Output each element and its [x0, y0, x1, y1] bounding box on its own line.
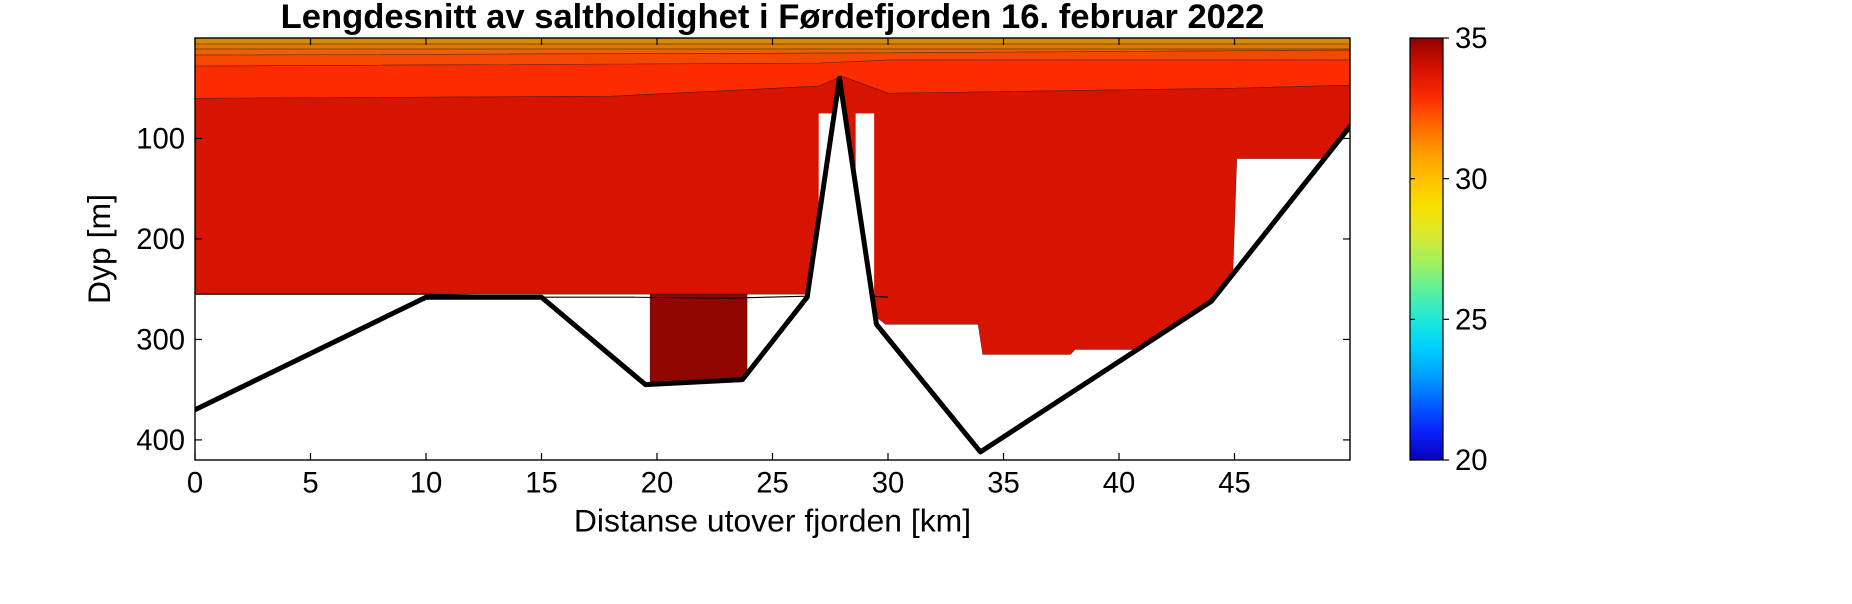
- colorbar-tick-label: 20: [1455, 445, 1488, 477]
- y-tick-label: 200: [136, 224, 185, 256]
- colorbar: [1410, 38, 1443, 460]
- colorbar-tick-label: 30: [1455, 164, 1488, 196]
- x-tick-label: 45: [1218, 467, 1251, 499]
- colorbar-tick-label: 35: [1455, 23, 1488, 55]
- colorbar-tick-label: 25: [1455, 305, 1488, 337]
- x-tick-label: 35: [987, 467, 1020, 499]
- x-tick-label: 30: [872, 467, 905, 499]
- x-tick-label: 0: [187, 467, 203, 499]
- figure-wrap: Lengdesnitt av saltholdighet i Førdefjor…: [0, 0, 1852, 604]
- y-tick-label: 300: [136, 325, 185, 357]
- x-tick-label: 10: [410, 467, 443, 499]
- x-axis-label: Distanse utover fjorden [km]: [574, 502, 971, 538]
- x-tick-label: 5: [302, 467, 318, 499]
- x-tick-label: 20: [641, 467, 674, 499]
- y-axis-label: Dyp [m]: [81, 194, 117, 304]
- salinity-section-chart: Lengdesnitt av saltholdighet i Førdefjor…: [0, 0, 1852, 604]
- plot-area: [195, 38, 1350, 460]
- x-tick-label: 15: [525, 467, 558, 499]
- deep-salinity-patch: [650, 294, 747, 384]
- chart-title: Lengdesnitt av saltholdighet i Førdefjor…: [281, 0, 1265, 36]
- y-tick-label: 100: [136, 124, 185, 156]
- x-tick-label: 25: [756, 467, 789, 499]
- x-tick-label: 40: [1103, 467, 1136, 499]
- y-tick-label: 400: [136, 425, 185, 457]
